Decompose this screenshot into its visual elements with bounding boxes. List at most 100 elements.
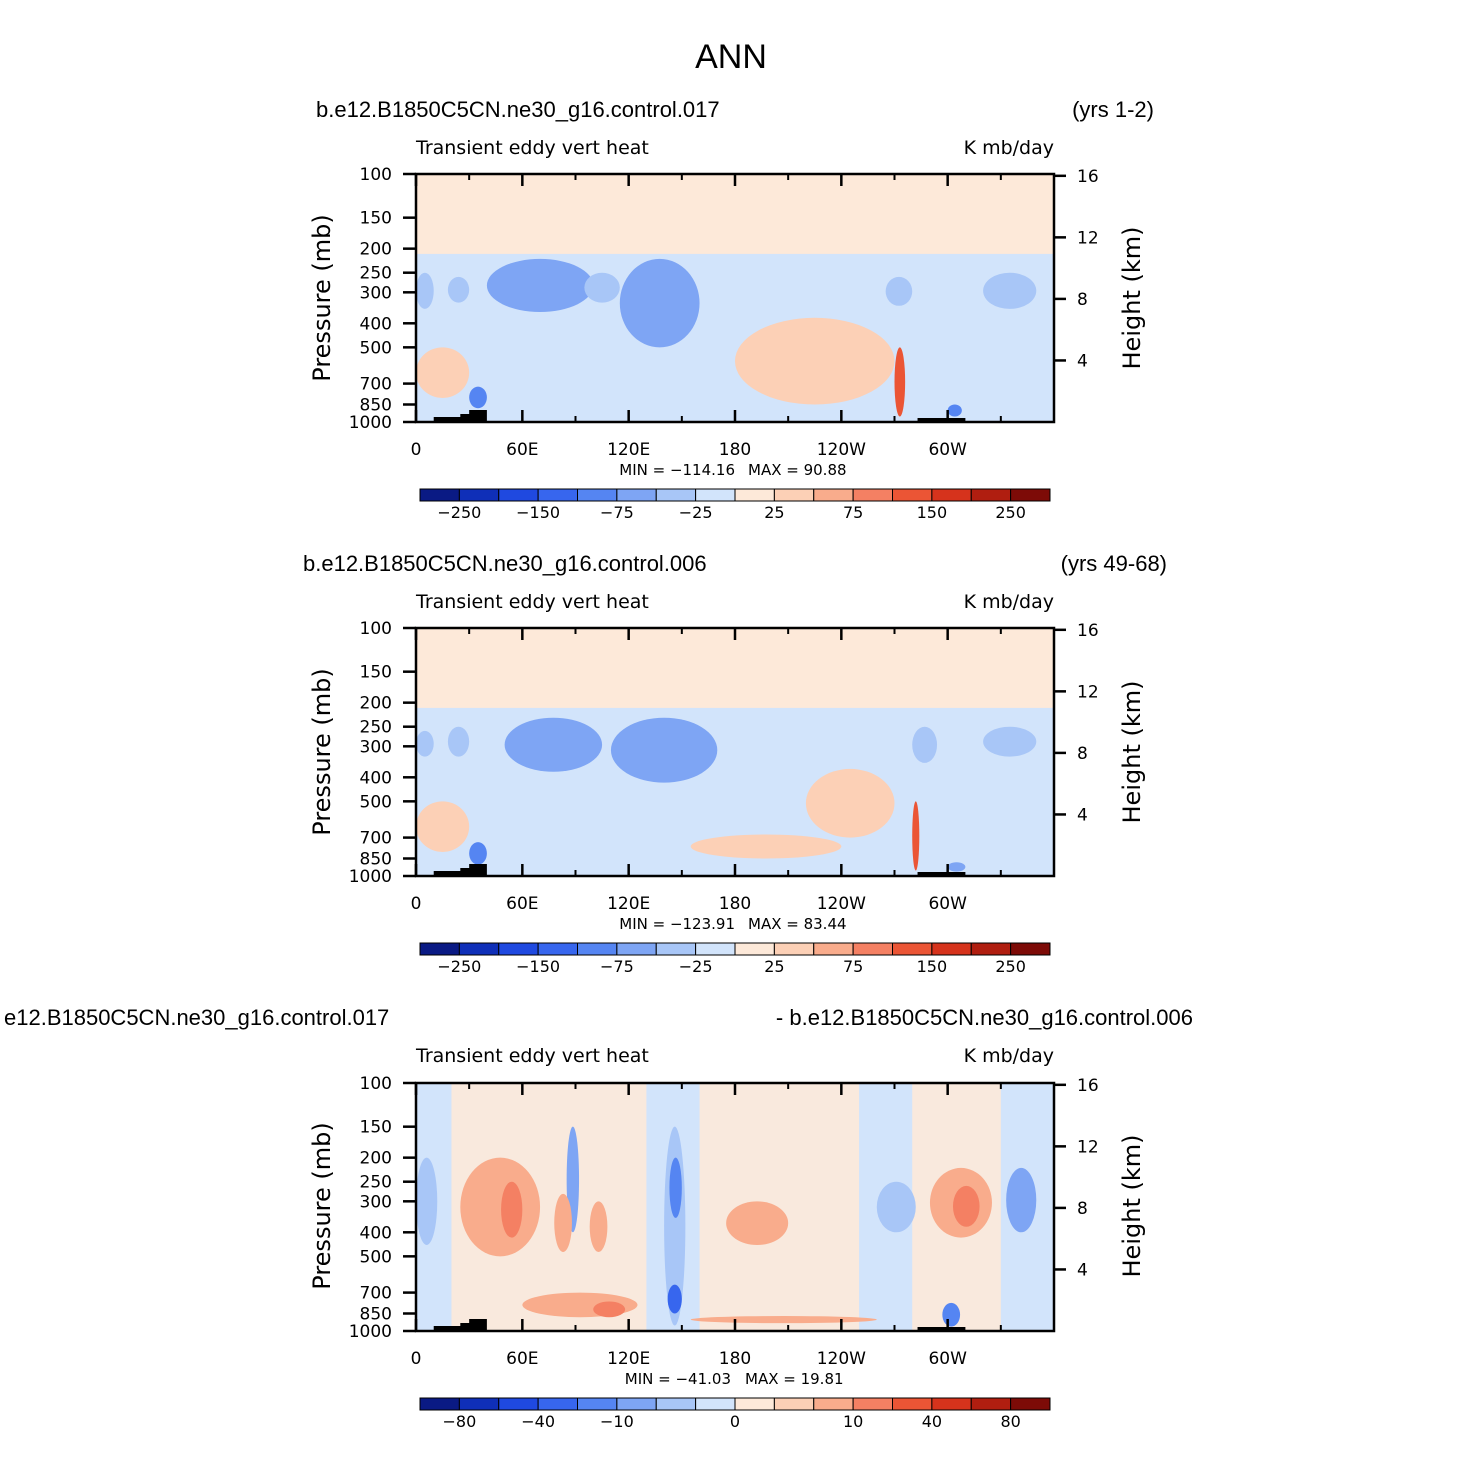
y-tick-label: 200 bbox=[360, 1149, 392, 1169]
contour-blob bbox=[942, 1302, 961, 1327]
colorbar-label: −10 bbox=[600, 1412, 634, 1431]
colorbar-label: 150 bbox=[917, 957, 948, 976]
y-tick-label: 850 bbox=[360, 1304, 392, 1324]
min-label: MIN = −41.03 bbox=[625, 1370, 731, 1388]
contour-blob bbox=[726, 1201, 789, 1245]
height-tick-label: 12 bbox=[1077, 228, 1099, 248]
height-tick-label: 16 bbox=[1077, 167, 1099, 187]
contour-blob bbox=[416, 1157, 438, 1245]
colorbar-swatch bbox=[577, 1397, 618, 1411]
y-tick-label: 500 bbox=[360, 1247, 392, 1267]
y-tick-label: 300 bbox=[360, 737, 392, 757]
colorbar-label: 250 bbox=[995, 957, 1026, 976]
topography-tibet bbox=[433, 410, 487, 422]
colorbar-label: 40 bbox=[922, 1412, 942, 1431]
y-tick-label: 1000 bbox=[349, 1322, 392, 1342]
contour-blob bbox=[876, 1181, 916, 1233]
y-axis-label-height: Height (km) bbox=[1118, 681, 1146, 824]
y-tick-label: 400 bbox=[360, 768, 392, 788]
colorbar-swatch bbox=[419, 942, 460, 956]
topography-tibet bbox=[433, 864, 487, 876]
colorbar-swatch bbox=[577, 488, 618, 502]
x-tick-label: 120E bbox=[607, 440, 650, 460]
colorbar-label: 75 bbox=[843, 957, 863, 976]
colorbar-label: −25 bbox=[679, 503, 713, 522]
y-axis-label-height: Height (km) bbox=[1118, 227, 1146, 370]
height-tick-label: 16 bbox=[1077, 621, 1099, 641]
contour-blob bbox=[947, 862, 966, 872]
colorbar-label: 80 bbox=[1000, 1412, 1020, 1431]
contour-field bbox=[416, 628, 1054, 876]
y-tick-label: 300 bbox=[360, 1192, 392, 1212]
years-label: (yrs 49-68) bbox=[1061, 551, 1167, 576]
topography-tibet bbox=[433, 1319, 487, 1331]
colorbar-label: 25 bbox=[764, 957, 784, 976]
variable-label: Transient eddy vert heat bbox=[415, 1045, 649, 1067]
colorbar-swatch bbox=[419, 1397, 460, 1411]
colorbar-swatch bbox=[498, 1397, 539, 1411]
colorbar: −250 −150 −75 −25 25 75 150 250 bbox=[419, 488, 1051, 522]
colorbar-label: −75 bbox=[600, 503, 634, 522]
y-tick-label: 100 bbox=[360, 1074, 392, 1094]
x-tick-label: 180 bbox=[719, 440, 751, 460]
y-tick-label: 500 bbox=[360, 338, 392, 358]
colorbar-label: −80 bbox=[442, 1412, 476, 1431]
colorbar: −80 −40 −10 0 10 40 80 bbox=[419, 1397, 1051, 1431]
colorbar-swatch bbox=[695, 1397, 736, 1411]
colorbar-swatch bbox=[931, 1397, 972, 1411]
x-tick-label: 60W bbox=[928, 894, 967, 914]
colorbar: −250 −150 −75 −25 25 75 150 250 bbox=[419, 942, 1051, 976]
stratosphere-region bbox=[416, 174, 1054, 254]
height-tick-label: 12 bbox=[1077, 1137, 1099, 1157]
colorbar-swatch bbox=[892, 1397, 933, 1411]
y-tick-label: 500 bbox=[360, 792, 392, 812]
x-tick-label: 0 bbox=[411, 1349, 422, 1369]
colorbar-swatch bbox=[852, 488, 893, 502]
colorbar-label: −250 bbox=[437, 503, 481, 522]
colorbar-swatch bbox=[852, 942, 893, 956]
y-tick-label: 150 bbox=[360, 663, 392, 683]
contour-blob bbox=[952, 1185, 980, 1227]
x-tick-label: 60E bbox=[506, 1349, 538, 1369]
colorbar-swatch bbox=[498, 942, 539, 956]
y-tick-label: 1000 bbox=[349, 867, 392, 887]
colorbar-swatch bbox=[931, 942, 972, 956]
contour-blob bbox=[983, 726, 1037, 757]
colorbar-swatch bbox=[892, 942, 933, 956]
units-label: K mb/day bbox=[964, 591, 1054, 613]
colorbar-label: −25 bbox=[679, 957, 713, 976]
contour-blob bbox=[469, 386, 487, 409]
topography-andes bbox=[917, 872, 966, 876]
field-positive-region bbox=[699, 1083, 860, 1331]
colorbar-label: −75 bbox=[600, 957, 634, 976]
height-tick-label: 12 bbox=[1077, 682, 1099, 702]
x-tick-label: 60W bbox=[928, 440, 967, 460]
colorbar-label: 150 bbox=[917, 503, 948, 522]
colorbar-swatch bbox=[734, 1397, 775, 1411]
colorbar-swatch bbox=[498, 488, 539, 502]
topography-andes bbox=[917, 1327, 966, 1331]
contour-blob bbox=[416, 272, 434, 309]
colorbar-label: 250 bbox=[995, 503, 1026, 522]
colorbar-label: −150 bbox=[516, 957, 560, 976]
x-tick-label: 120W bbox=[817, 894, 866, 914]
colorbar-swatch bbox=[813, 488, 854, 502]
y-tick-label: 200 bbox=[360, 240, 392, 260]
topography-andes bbox=[917, 418, 966, 422]
y-tick-label: 250 bbox=[360, 718, 392, 738]
units-label: K mb/day bbox=[964, 137, 1054, 159]
x-tick-label: 180 bbox=[719, 894, 751, 914]
colorbar-swatch bbox=[892, 488, 933, 502]
contour-blob bbox=[735, 317, 895, 405]
y-tick-label: 1000 bbox=[349, 413, 392, 433]
colorbar-label: 0 bbox=[730, 1412, 740, 1431]
y-axis-label-pressure: Pressure (mb) bbox=[308, 1122, 336, 1289]
colorbar-swatch bbox=[695, 942, 736, 956]
colorbar-swatch bbox=[734, 488, 775, 502]
height-tick-label: 8 bbox=[1077, 290, 1088, 310]
y-axis-label-pressure: Pressure (mb) bbox=[308, 668, 336, 835]
colorbar-swatch bbox=[458, 1397, 500, 1411]
colorbar-swatch bbox=[813, 942, 854, 956]
x-tick-label: 0 bbox=[411, 894, 422, 914]
contour-blob bbox=[416, 801, 470, 852]
